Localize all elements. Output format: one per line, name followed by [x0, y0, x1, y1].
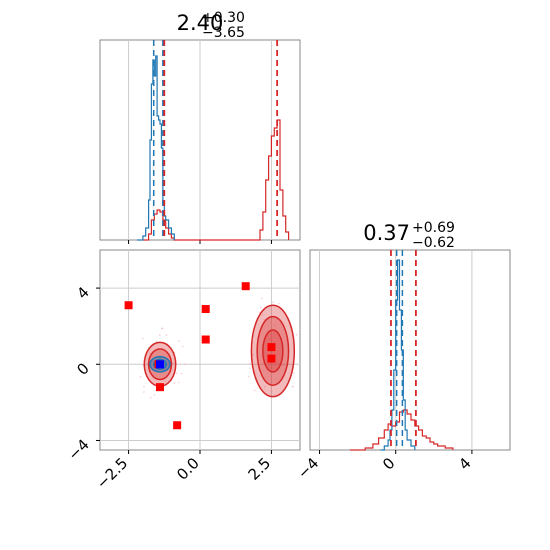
joint-red-square-marker: [173, 421, 182, 430]
joint-sample-dot: [293, 372, 295, 374]
param1-histogram-panel: −4 0 4: [294, 249, 511, 482]
joint-sample-dot: [143, 386, 145, 388]
joint-sample-dot: [291, 385, 294, 388]
param1-xtick-label: 4: [455, 454, 474, 473]
joint-sample-dot: [288, 363, 291, 366]
joint-sample-dot: [282, 364, 284, 367]
joint-sample-dot: [165, 334, 168, 337]
joint-sample-dot: [159, 334, 161, 336]
joint-sample-dot: [249, 367, 251, 369]
joint-blue-square-marker: [156, 360, 164, 369]
joint-sample-dot: [173, 382, 176, 384]
param1-xtick-label: −4: [294, 454, 322, 482]
joint-red-square-marker: [201, 305, 210, 314]
joint-sample-dot: [295, 333, 298, 336]
joint-sample-dot: [274, 324, 276, 327]
joint-xtick-label: 0.0: [173, 454, 203, 484]
joint-sample-dot: [177, 381, 180, 384]
joint-sample-dot: [270, 390, 273, 392]
joint-sample-dot: [164, 380, 166, 383]
joint-sample-dot: [149, 352, 151, 355]
joint-sample-dot: [161, 327, 163, 330]
param0-title-minus: −3.65: [202, 25, 245, 41]
joint-sample-dot: [179, 363, 181, 365]
joint-sample-dot: [249, 362, 251, 365]
joint-sample-dot: [142, 337, 144, 340]
joint-red-square-marker: [267, 343, 276, 352]
joint-sample-dot: [176, 372, 178, 374]
param1-axes-frame: [309, 249, 511, 451]
joint-ytick-label: 0: [73, 359, 92, 378]
joint-red-square-marker: [241, 282, 250, 291]
param1-xtick-label: 0: [379, 454, 398, 473]
param0-title-value: 2.40: [177, 11, 224, 35]
joint-sample-dot: [178, 340, 180, 342]
param1-blue-hist: [380, 259, 416, 451]
joint-red-square-marker: [156, 383, 164, 392]
joint-sample-dot: [272, 301, 274, 304]
param0-title-plus: +0.30: [202, 10, 245, 26]
param0-title: 2.40: [177, 11, 224, 35]
joint-sample-dot: [261, 313, 264, 316]
param0-histogram-panel: [99, 39, 301, 244]
joint-sample-dot: [180, 372, 183, 375]
joint-sample-dot: [247, 375, 250, 378]
joint-sample-dot: [153, 394, 156, 396]
param1-red-hist: [350, 409, 454, 451]
joint-sample-dot: [171, 362, 174, 364]
joint-sample-dot: [263, 318, 265, 321]
param0-red-hist: [142, 119, 290, 241]
joint-red-square-marker: [201, 335, 210, 344]
param1-title-value: 0.37: [363, 221, 410, 245]
joint-sample-dot: [260, 306, 262, 309]
joint-red-square-marker: [267, 354, 276, 363]
joint-sample-dot: [164, 368, 166, 370]
joint-sample-dot: [254, 389, 256, 392]
joint-ytick-label: −4: [64, 436, 92, 464]
joint-red-square-marker: [124, 301, 133, 310]
joint-sample-dot: [278, 302, 280, 305]
joint-sample-dot: [149, 396, 152, 399]
joint-ytick-label: 4: [73, 283, 92, 302]
joint-sample-dot: [139, 376, 142, 378]
param1-title-minus: −0.62: [412, 235, 455, 251]
joint-xtick-label: 2.5: [245, 454, 275, 484]
joint-scatter-panel: −2.5 0.0 2.5 −4 0 4: [64, 249, 301, 493]
joint-sample-dot: [261, 297, 263, 300]
joint-sample-dot: [181, 345, 184, 348]
param1-title-plus: +0.69: [412, 220, 455, 236]
joint-sample-dot: [143, 391, 145, 393]
joint-sample-dot: [264, 385, 266, 388]
joint-sample-dot: [183, 363, 186, 366]
joint-xtick-label: −2.5: [93, 454, 131, 492]
param0-blue-hist: [137, 55, 175, 241]
